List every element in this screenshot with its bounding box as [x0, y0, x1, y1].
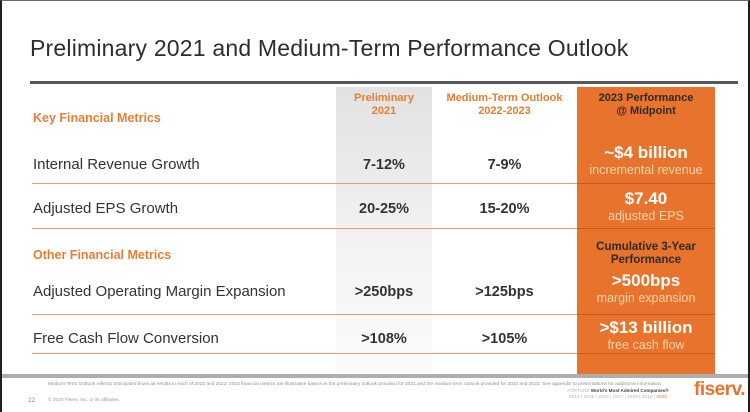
fortune-brand: FORTUNE [567, 388, 590, 393]
row-label-internal-revenue-growth: Internal Revenue Growth [33, 156, 200, 173]
fortune-award-line: FORTUNE World's Most Admired Companies® [545, 388, 691, 393]
highlight-value: >$13 billion [599, 318, 693, 337]
cell-outlook-value: >105% [481, 331, 528, 347]
fortune-badge: FORTUNE World's Most Admired Companies® … [545, 388, 691, 400]
cell-outlook-value: 15-20% [479, 201, 530, 217]
fortune-award-title: World's Most Admired Companies® [590, 388, 669, 393]
fortune-years-list: 2014 | 2015 | 2016 | 2017 | 2018 | 2019 … [568, 394, 657, 400]
fortune-years: 2014 | 2015 | 2016 | 2017 | 2018 | 2019 … [545, 395, 691, 400]
highlight-value: $7.40 [624, 189, 668, 208]
col-header-preliminary-2021: Preliminary 2021 [336, 92, 432, 118]
fortune-highlight-year: 2020 [656, 394, 668, 400]
footnote: Medium-Term Outlook reflects anticipated… [48, 382, 663, 387]
col-header-2023-performance: 2023 Performance @ Midpoint [577, 92, 715, 118]
row-label-adjusted-eps-growth: Adjusted EPS Growth [33, 200, 179, 217]
col-header-line: 2022-2023 [478, 105, 531, 117]
row-label-adjusted-operating-margin-expansion: Adjusted Operating Margin Expansion [33, 283, 286, 300]
cell-preliminary-value: 20-25% [359, 201, 409, 217]
copyright: © 2020 Fiserv, Inc. or its affiliates. [48, 398, 120, 403]
row-divider-highlight [577, 314, 715, 315]
cell-preliminary-value: >250bps [354, 284, 414, 300]
highlight-sublabel: free cash flow [607, 338, 685, 352]
fiserv-logo: fiserv. [694, 379, 746, 400]
page-number: 22 [28, 397, 36, 404]
highlight-cell-margin-expansion: >500bps margin expansion [577, 271, 715, 306]
highlight-sublabel: adjusted EPS [608, 209, 684, 223]
page-title: Preliminary 2021 and Medium-Term Perform… [30, 35, 629, 61]
row-divider [32, 314, 577, 315]
row-divider-highlight [577, 353, 715, 354]
cell-preliminary-value: >108% [361, 331, 407, 347]
col-header-line: Medium-Term Outlook [446, 92, 563, 104]
col-preliminary-bg [336, 87, 432, 374]
col-header-line: 2021 [371, 105, 397, 117]
cell-preliminary-value: 7-12% [363, 157, 405, 173]
cell-outlook-value: >125bps [475, 284, 534, 300]
highlight-value: ~$4 billion [604, 143, 688, 162]
title-divider [30, 81, 738, 84]
highlight-section-header-line: Performance [610, 254, 682, 266]
row-divider-highlight [577, 183, 715, 184]
col-header-medium-term-outlook: Medium-Term Outlook 2022-2023 [432, 92, 577, 118]
col-header-line: Preliminary [354, 92, 414, 104]
highlight-section-header-cumulative-3-year: Cumulative 3-Year Performance [577, 241, 715, 267]
highlight-sublabel: incremental revenue [589, 163, 703, 177]
row-divider [32, 228, 577, 229]
row-divider-highlight [577, 228, 715, 229]
col-highlight-bg [577, 87, 715, 374]
col-header-line: @ Midpoint [616, 105, 676, 117]
footer-divider [2, 374, 748, 378]
highlight-cell-incremental-revenue: ~$4 billion incremental revenue [577, 143, 715, 178]
section-label-key-financial-metrics: Key Financial Metrics [33, 111, 161, 125]
highlight-cell-free-cash-flow: >$13 billion free cash flow [577, 318, 715, 353]
highlight-section-header-line: Cumulative 3-Year [596, 241, 696, 253]
row-divider [32, 183, 577, 184]
cell-outlook-value: 7-9% [487, 157, 522, 173]
highlight-value: >500bps [611, 271, 681, 290]
col-header-line: 2023 Performance [598, 92, 694, 104]
row-label-free-cash-flow-conversion: Free Cash Flow Conversion [33, 330, 219, 347]
section-label-other-financial-metrics: Other Financial Metrics [33, 248, 172, 262]
highlight-cell-adjusted-eps: $7.40 adjusted EPS [577, 189, 715, 224]
highlight-sublabel: margin expansion [596, 291, 696, 305]
row-divider [32, 353, 577, 354]
